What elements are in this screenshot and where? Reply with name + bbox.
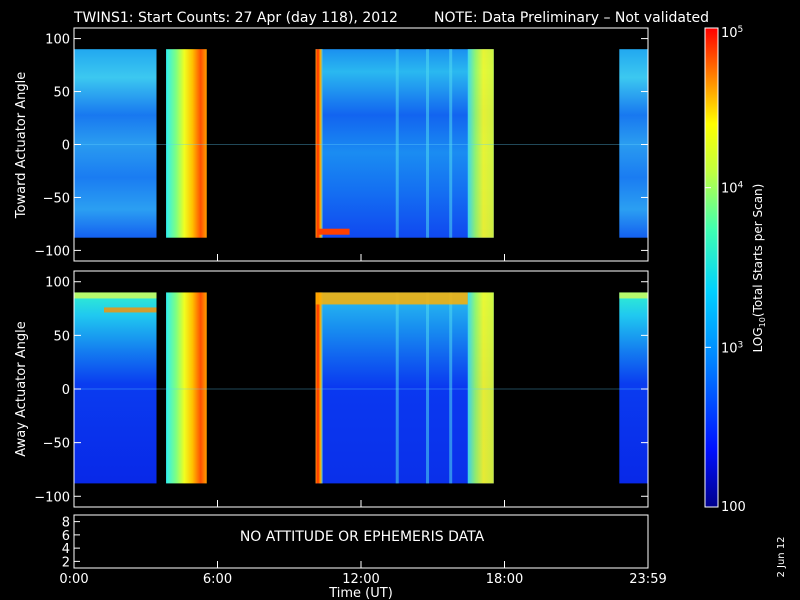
colorbar-tick-label: 104 [721, 181, 744, 197]
x-tick-label: 18:00 [486, 572, 523, 587]
y-tick-label: −100 [34, 490, 70, 505]
segment-trailing-edge [467, 49, 494, 238]
ephemeris-y-tick-label: 6 [62, 529, 70, 544]
x-tick-label: 12:00 [342, 572, 379, 587]
segment-trailing-edge [467, 292, 494, 484]
vertical-streak [426, 49, 430, 238]
away-y-axis-label: Away Actuator Angle [14, 321, 29, 456]
data-segment-toward-2 [315, 49, 494, 238]
data-segment-toward-1 [166, 49, 207, 238]
ephemeris-y-tick-label: 4 [62, 542, 70, 557]
colorbar-tick-base: 10 [721, 182, 738, 197]
colorbar-tick-exponent: 3 [738, 340, 744, 350]
colorbar-label-subscript: 10 [758, 317, 767, 327]
x-axis-label: Time (UT) [328, 586, 393, 600]
y-tick-label: 100 [45, 33, 70, 48]
x-axis: 0:00 6:00 12:00 18:00 23:59 [59, 254, 667, 587]
hot-spot [317, 228, 350, 235]
data-segment-away-3 [619, 292, 648, 484]
preliminary-note: NOTE: Data Preliminary – Not validated [434, 10, 709, 26]
colorbar-frame [704, 27, 719, 508]
x-tick-label: 0:00 [59, 572, 88, 587]
data-segment-away-1 [166, 292, 207, 484]
away-panel: −100 −50 0 50 100 [34, 276, 648, 505]
top-edge-band [619, 292, 648, 299]
x-tick-label: 23:59 [629, 572, 666, 587]
ephemeris-message: NO ATTITUDE OR EPHEMERIS DATA [240, 529, 485, 545]
data-segment-away-0 [74, 292, 157, 484]
colorbar-label: LOG10(Total Starts per Scan) [751, 184, 767, 353]
vertical-streak [395, 49, 399, 238]
vertical-streak [449, 49, 453, 238]
colorbar-label-base: LOG [751, 327, 765, 352]
colorbar-tick-label: 100 [721, 500, 746, 515]
y-tick-label: 100 [45, 276, 70, 291]
toward-panel: −100 −50 0 50 100 [34, 33, 648, 259]
colorbar-tick-base: 10 [721, 341, 738, 356]
colorbar-gradient [705, 28, 718, 507]
segment-leading-edge [315, 292, 323, 484]
colorbar-tick-label: 105 [721, 25, 743, 41]
hot-band [104, 307, 157, 313]
y-tick-label: 50 [53, 86, 70, 101]
toward-y-axis-label: Toward Actuator Angle [14, 72, 29, 219]
y-tick-label: 0 [62, 383, 70, 398]
segment-leading-edge [315, 49, 323, 238]
ephemeris-y-tick-label: 8 [62, 516, 70, 531]
colorbar-label-rest: (Total Starts per Scan) [751, 184, 765, 318]
colorbar-tick-base: 10 [721, 26, 738, 41]
colorbar-tick-exponent: 5 [738, 25, 744, 35]
colorbar-tick-label: 103 [721, 340, 743, 356]
y-tick-label: −50 [43, 437, 70, 452]
y-tick-label: −100 [34, 244, 70, 259]
y-tick-label: 50 [53, 329, 70, 344]
chart-title: TWINS1: Start Counts: 27 Apr (day 118), … [73, 10, 398, 26]
top-hot-band [315, 292, 468, 305]
data-segment-toward-3 [619, 49, 648, 238]
top-edge-band [74, 292, 157, 299]
side-date-stamp: 2 Jun 12 [776, 536, 787, 577]
colorbar-tick-exponent: 4 [738, 181, 744, 191]
y-tick-label: −50 [43, 191, 70, 206]
data-segment-toward-0 [74, 49, 157, 238]
ephemeris-y-tick-label: 2 [62, 555, 70, 570]
x-tick-label: 6:00 [203, 572, 232, 587]
data-segment-away-2 [315, 292, 494, 484]
y-tick-label: 0 [62, 139, 70, 154]
vertical-streak [395, 292, 399, 484]
vertical-streak [449, 292, 453, 484]
vertical-streak [426, 292, 430, 484]
